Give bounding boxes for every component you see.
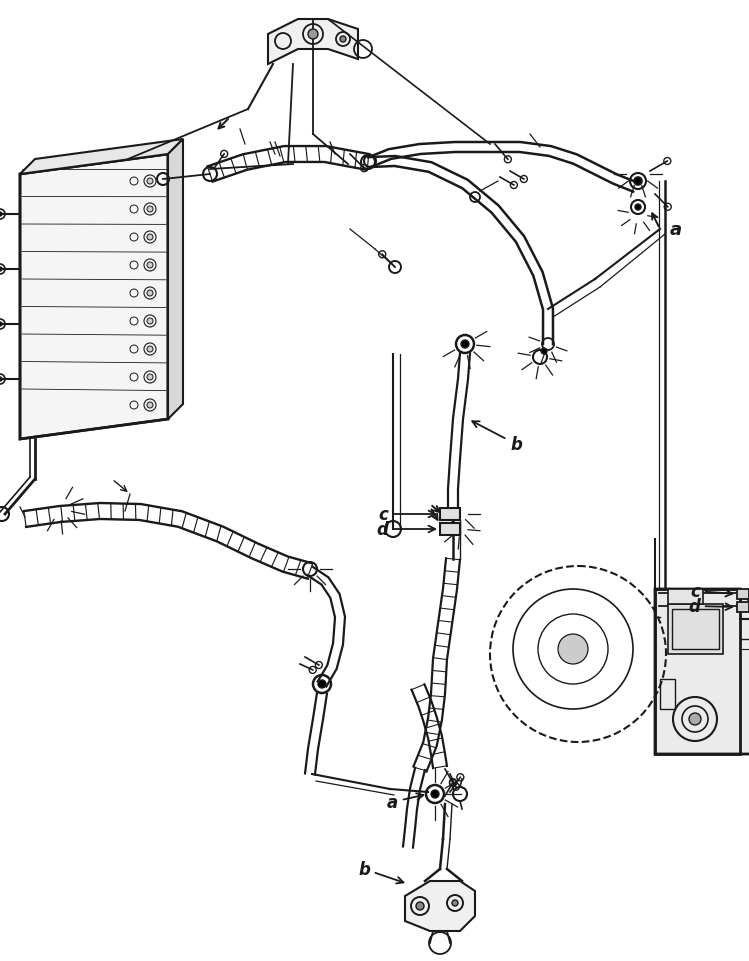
Text: b: b: [358, 860, 404, 883]
Circle shape: [340, 37, 346, 43]
Circle shape: [308, 30, 318, 40]
Polygon shape: [20, 140, 183, 175]
Bar: [440, 508, 460, 521]
Circle shape: [541, 349, 547, 355]
Circle shape: [147, 375, 153, 381]
Circle shape: [0, 378, 2, 382]
Bar: [440, 524, 460, 535]
Circle shape: [635, 205, 641, 210]
Circle shape: [147, 207, 153, 212]
Circle shape: [689, 713, 701, 726]
Polygon shape: [20, 155, 168, 439]
Text: c: c: [690, 582, 733, 601]
Circle shape: [558, 634, 588, 664]
Circle shape: [147, 290, 153, 297]
Circle shape: [147, 262, 153, 269]
Text: d: d: [376, 521, 435, 538]
Polygon shape: [655, 589, 749, 754]
Circle shape: [416, 902, 424, 910]
Text: a: a: [670, 221, 682, 238]
Bar: [668, 604, 723, 654]
Bar: [737, 603, 749, 612]
Circle shape: [0, 323, 2, 327]
Bar: [660, 679, 675, 709]
Circle shape: [634, 178, 642, 185]
Circle shape: [461, 340, 469, 349]
Polygon shape: [268, 20, 358, 65]
Circle shape: [147, 403, 153, 408]
Text: b: b: [473, 422, 522, 454]
Circle shape: [0, 268, 2, 272]
Bar: [668, 589, 703, 604]
Bar: [672, 609, 719, 650]
Polygon shape: [168, 140, 183, 420]
Text: a: a: [386, 793, 423, 811]
Circle shape: [0, 212, 2, 217]
Circle shape: [147, 179, 153, 185]
Circle shape: [147, 319, 153, 325]
Polygon shape: [405, 881, 475, 931]
Circle shape: [147, 234, 153, 241]
Circle shape: [147, 347, 153, 353]
Bar: [737, 589, 749, 600]
Text: d: d: [688, 598, 733, 615]
Circle shape: [431, 790, 439, 799]
Circle shape: [452, 900, 458, 906]
Circle shape: [318, 680, 326, 688]
Text: c: c: [378, 505, 435, 524]
